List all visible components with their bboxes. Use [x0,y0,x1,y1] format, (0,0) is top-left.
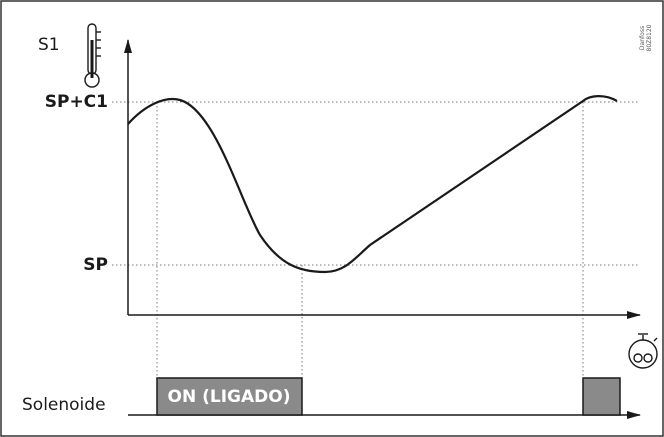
output-label: Solenoide [22,395,106,415]
on-period [156,377,303,416]
watermark-code: 80Z8120 [646,24,653,51]
y-label: S1 [38,35,60,55]
temperature-curve [127,95,618,274]
on-period [582,377,621,416]
watermark-brand: Danfoss [639,26,646,50]
timer-icon [628,333,658,369]
upper-level-label: SP+C1 [45,92,108,112]
on-label: ON (LIGADO) [168,387,291,407]
thermometer-icon [84,23,101,88]
lower-level-label: SP [83,255,108,275]
